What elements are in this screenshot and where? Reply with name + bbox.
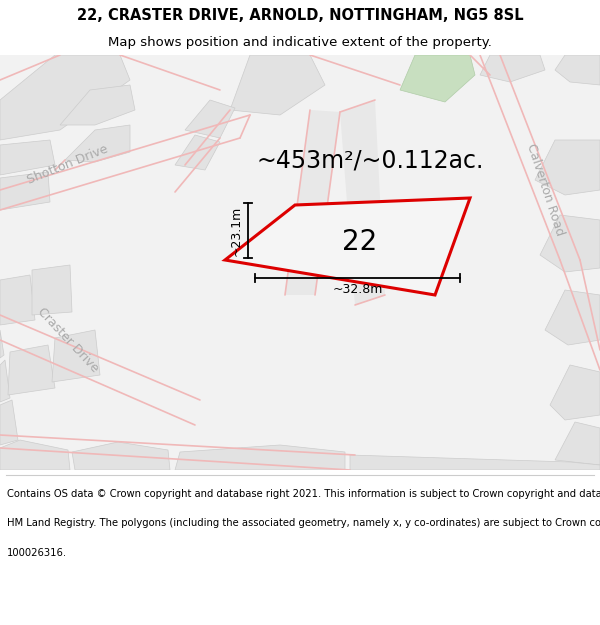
Polygon shape xyxy=(550,365,600,420)
Text: Craster Drive: Craster Drive xyxy=(35,305,101,375)
Text: Calverton Road: Calverton Road xyxy=(524,142,566,238)
Polygon shape xyxy=(540,215,600,272)
Polygon shape xyxy=(72,442,170,470)
Polygon shape xyxy=(555,55,600,85)
Text: 100026316.: 100026316. xyxy=(7,548,67,558)
Polygon shape xyxy=(0,400,18,445)
Polygon shape xyxy=(0,275,35,325)
Polygon shape xyxy=(230,55,325,115)
Polygon shape xyxy=(60,85,135,125)
Text: ~32.8m: ~32.8m xyxy=(332,283,383,296)
Text: Shotton Drive: Shotton Drive xyxy=(26,143,110,187)
Polygon shape xyxy=(52,330,100,382)
Polygon shape xyxy=(0,440,70,470)
Polygon shape xyxy=(535,140,600,195)
Polygon shape xyxy=(480,55,545,82)
Text: Map shows position and indicative extent of the property.: Map shows position and indicative extent… xyxy=(108,36,492,49)
Polygon shape xyxy=(8,345,55,395)
Text: Contains OS data © Crown copyright and database right 2021. This information is : Contains OS data © Crown copyright and d… xyxy=(7,489,600,499)
Polygon shape xyxy=(0,140,55,175)
Polygon shape xyxy=(185,100,235,138)
Polygon shape xyxy=(555,422,600,465)
Polygon shape xyxy=(285,110,340,295)
Polygon shape xyxy=(0,172,50,210)
Polygon shape xyxy=(225,198,470,295)
Polygon shape xyxy=(32,265,72,315)
Polygon shape xyxy=(175,135,220,170)
Polygon shape xyxy=(340,100,385,305)
Text: 22: 22 xyxy=(343,228,377,256)
Polygon shape xyxy=(175,445,345,470)
Text: ~453m²/~0.112ac.: ~453m²/~0.112ac. xyxy=(256,148,484,172)
Polygon shape xyxy=(400,55,475,102)
Text: HM Land Registry. The polygons (including the associated geometry, namely x, y c: HM Land Registry. The polygons (includin… xyxy=(7,518,600,528)
Text: ~23.1m: ~23.1m xyxy=(230,206,243,256)
Polygon shape xyxy=(0,55,130,140)
Polygon shape xyxy=(0,360,10,402)
Polygon shape xyxy=(65,125,130,162)
Polygon shape xyxy=(0,330,4,358)
Polygon shape xyxy=(350,455,600,470)
Polygon shape xyxy=(545,290,600,345)
Text: 22, CRASTER DRIVE, ARNOLD, NOTTINGHAM, NG5 8SL: 22, CRASTER DRIVE, ARNOLD, NOTTINGHAM, N… xyxy=(77,8,523,23)
Polygon shape xyxy=(0,55,600,470)
